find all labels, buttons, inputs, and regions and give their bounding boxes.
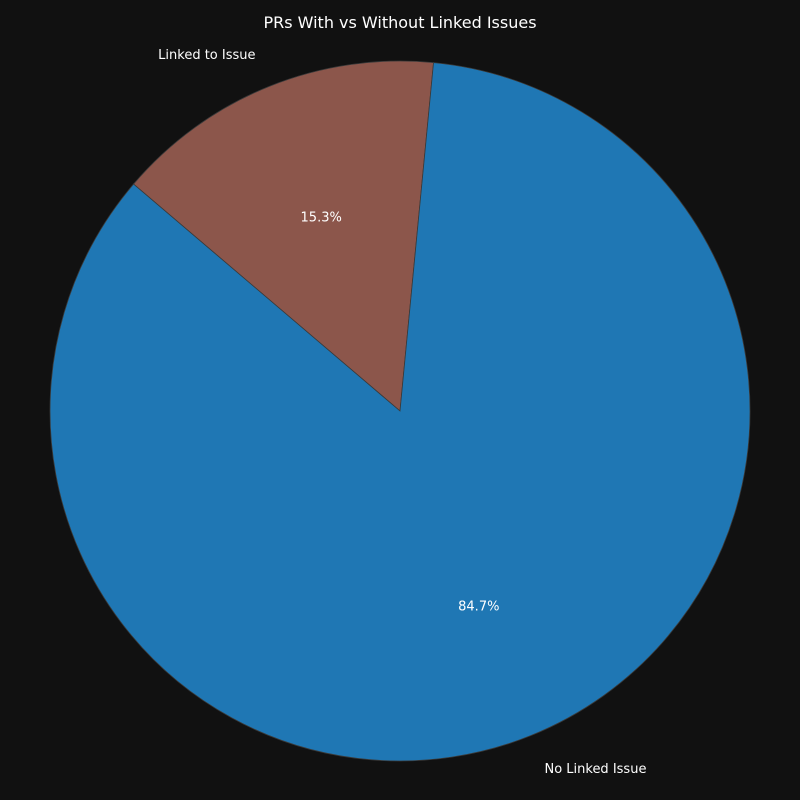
slice-label-linked-to-issue: Linked to Issue bbox=[158, 48, 255, 63]
pie-slice-linked-to-issue bbox=[132, 60, 434, 412]
pie-slices bbox=[49, 60, 751, 762]
slice-percent-linked-to-issue: 15.3% bbox=[301, 210, 342, 225]
chart-title: PRs With vs Without Linked Issues bbox=[263, 13, 536, 32]
pie-labels: Linked to Issue 15.3% No Linked Issue 84.7% bbox=[158, 48, 646, 777]
slice-percent-no-linked-issue: 84.7% bbox=[458, 600, 499, 615]
slice-label-no-linked-issue: No Linked Issue bbox=[544, 762, 646, 777]
pie-slice-no-linked-issue bbox=[49, 62, 751, 762]
